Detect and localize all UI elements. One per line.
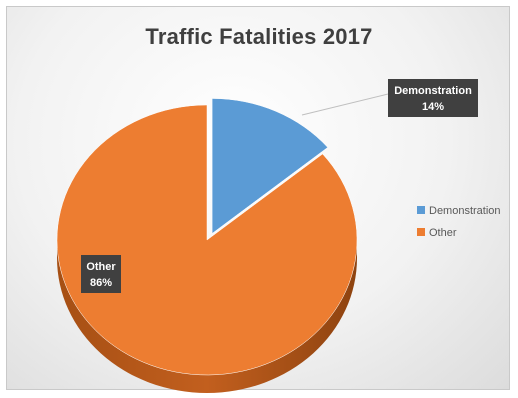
data-labels-group: Demonstration 14% Other 86% xyxy=(81,79,478,293)
data-label-box-demonstration xyxy=(388,79,478,117)
leader-lines-group xyxy=(301,93,389,116)
data-label-name-other: Other xyxy=(86,261,116,273)
pie-slice-demonstration xyxy=(211,98,329,234)
legend: Demonstration Other xyxy=(417,205,501,239)
data-label-name-demonstration: Demonstration xyxy=(394,85,472,97)
legend-swatch-demonstration xyxy=(417,206,425,214)
legend-label-demonstration: Demonstration xyxy=(429,205,501,217)
data-label-box-other xyxy=(81,255,121,293)
pie-slices-group xyxy=(56,98,358,393)
data-label-value-demonstration: 14% xyxy=(422,101,444,113)
legend-swatch-other xyxy=(417,228,425,236)
pie-slice-other xyxy=(56,104,358,376)
chart-title: Traffic Fatalities 2017 xyxy=(145,24,373,49)
leader-line-demonstration xyxy=(301,93,389,116)
data-label-value-other: 86% xyxy=(90,277,112,289)
legend-label-other: Other xyxy=(429,227,457,239)
